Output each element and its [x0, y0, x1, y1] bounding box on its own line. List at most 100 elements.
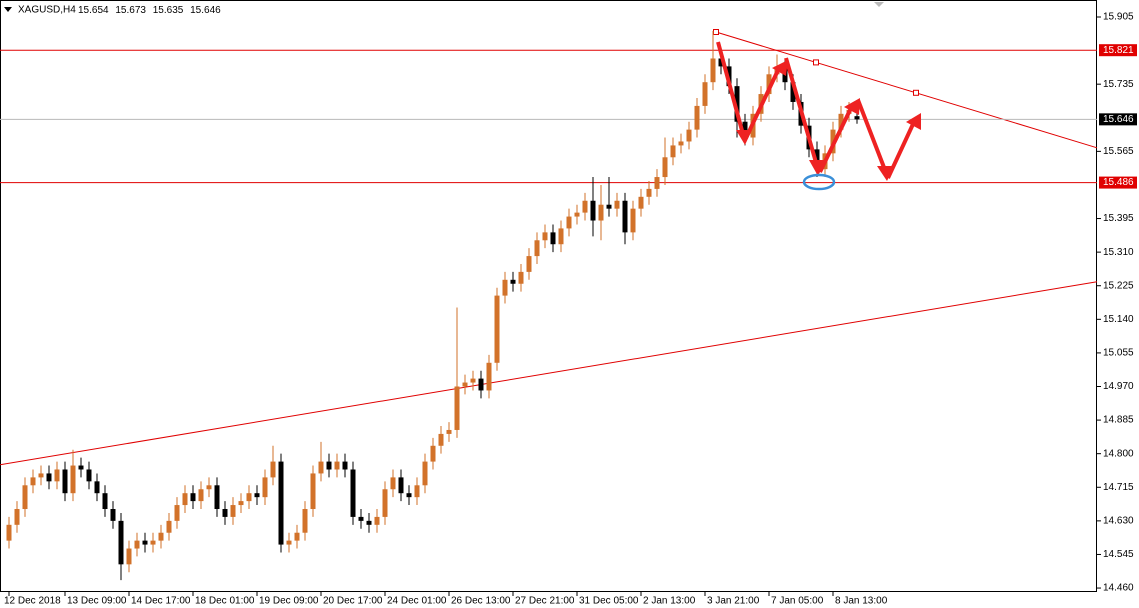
y-tick-label: 14.545 — [1103, 549, 1134, 560]
candle-body — [678, 141, 684, 146]
candle-body — [638, 196, 644, 209]
candle-body — [230, 505, 236, 517]
y-tick-label: 15.395 — [1103, 213, 1134, 224]
candle-body — [438, 433, 444, 446]
candle-body — [494, 295, 500, 363]
candle-body — [190, 493, 196, 502]
candle-body — [718, 58, 724, 67]
candle-body — [382, 489, 388, 517]
x-tick-label: 2 Jan 13:00 — [643, 596, 696, 607]
candle-body — [302, 509, 308, 533]
candle-body — [294, 532, 300, 541]
candle-body — [542, 232, 548, 241]
arrow — [744, 65, 782, 139]
candle-body — [734, 86, 740, 122]
price-label: 15.646 — [1103, 114, 1134, 125]
candle-body — [94, 481, 100, 494]
candle-body — [78, 465, 84, 470]
symbol-label: XAGUSD,H4 — [18, 5, 76, 16]
y-tick-label: 14.715 — [1103, 482, 1134, 493]
candle-body — [46, 473, 52, 482]
trend-line — [0, 281, 1098, 466]
y-tick-label: 15.225 — [1103, 280, 1134, 291]
y-tick-label: 14.800 — [1103, 448, 1134, 459]
arrow — [818, 105, 854, 173]
candle-body — [654, 177, 660, 189]
candle-body — [766, 74, 772, 95]
candle-body — [326, 461, 332, 470]
candle-body — [238, 501, 244, 506]
x-tick-label: 7 Jan 05:00 — [771, 596, 824, 607]
candle-body — [486, 362, 492, 391]
candle-body — [838, 113, 844, 130]
candle-body — [14, 509, 20, 525]
menu-triangle — [4, 7, 12, 12]
x-tick-label: 27 Dec 21:00 — [515, 596, 575, 607]
candle-body — [198, 489, 204, 502]
trend-line — [715, 31, 1098, 149]
candle-body — [334, 461, 340, 470]
candle-body — [646, 188, 652, 197]
candle-body — [350, 469, 356, 517]
candle-body — [694, 105, 700, 130]
candle-body — [662, 157, 668, 178]
y-tick-label: 14.630 — [1103, 516, 1134, 527]
candle-body — [630, 208, 636, 233]
arrow — [856, 99, 887, 171]
candle-body — [86, 469, 92, 482]
candle-body — [742, 121, 748, 138]
candle-body — [366, 520, 372, 525]
candle-body — [134, 540, 140, 549]
candle-body — [142, 540, 148, 545]
level-label-box — [1099, 176, 1137, 189]
candle-body — [454, 386, 460, 430]
candle-body — [214, 485, 220, 510]
y-tick-label: 15.905 — [1103, 12, 1134, 23]
candle-body — [246, 493, 252, 502]
candle-body — [702, 82, 708, 106]
candle-body — [110, 509, 116, 521]
candle-body — [126, 548, 132, 565]
price-label-box — [1099, 113, 1137, 126]
candle-body — [206, 485, 212, 490]
candle-body — [854, 116, 860, 120]
y-tick-label: 15.140 — [1103, 314, 1134, 325]
y-tick-label: 14.885 — [1103, 415, 1134, 426]
candle-body — [358, 516, 364, 521]
candle-body — [54, 469, 60, 482]
candle-body — [670, 145, 676, 158]
arrow-head — [906, 113, 921, 130]
candle-body — [62, 469, 68, 494]
candle-body — [534, 240, 540, 257]
x-tick-label: 18 Dec 01:00 — [195, 596, 255, 607]
candle-body — [70, 465, 76, 494]
candle-body — [22, 485, 28, 510]
y-tick-label: 15.310 — [1103, 247, 1134, 258]
trend-anchor — [913, 89, 919, 96]
level-label: 15.486 — [1103, 177, 1134, 188]
candle-body — [582, 200, 588, 213]
y-tick-label: 15.565 — [1103, 146, 1134, 157]
candle-body — [286, 540, 292, 545]
candle-body — [462, 382, 468, 387]
arrow — [784, 57, 819, 167]
arrow — [716, 41, 746, 139]
candle-body — [550, 232, 556, 245]
candle-body — [398, 477, 404, 494]
y-tick-label: 15.735 — [1103, 79, 1134, 90]
trend-anchor — [813, 59, 819, 66]
highlight-ellipse — [802, 173, 836, 191]
candle-body — [310, 473, 316, 510]
shift-marker — [874, 2, 884, 7]
arrow-head — [844, 98, 860, 115]
x-tick-label: 14 Dec 17:00 — [131, 596, 191, 607]
candle-body — [686, 129, 692, 142]
x-tick-label: 24 Dec 01:00 — [387, 596, 447, 607]
y-tick-label: 14.460 — [1103, 583, 1134, 594]
candle-body — [790, 82, 796, 102]
candle-body — [470, 378, 476, 383]
candle-body — [478, 378, 484, 391]
candle-body — [102, 493, 108, 510]
candle-body — [598, 204, 604, 221]
